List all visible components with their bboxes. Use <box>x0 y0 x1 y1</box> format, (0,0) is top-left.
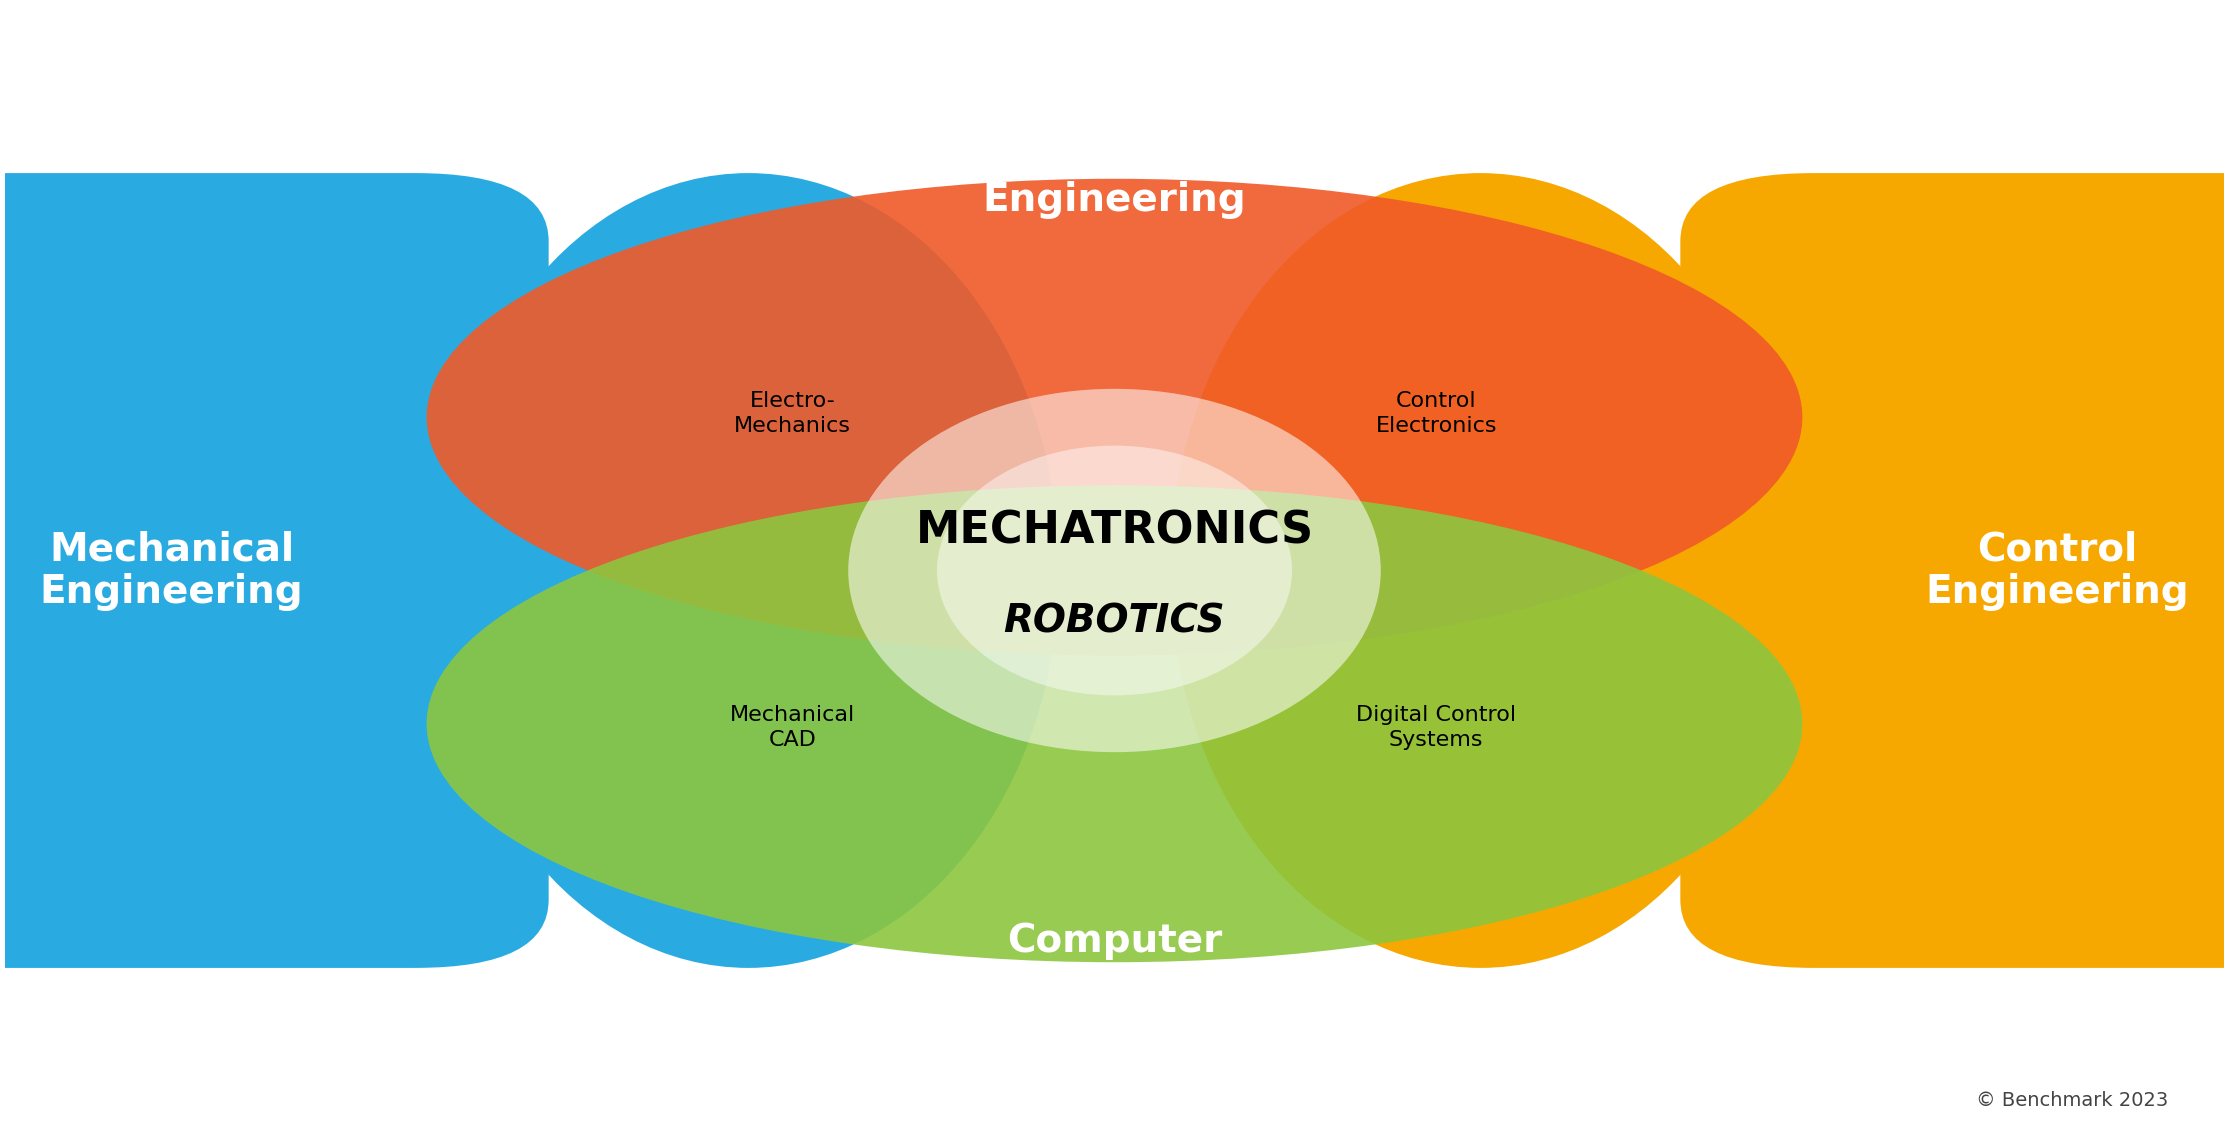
Text: Control
Engineering: Control Engineering <box>1926 531 2189 610</box>
Text: © Benchmark 2023: © Benchmark 2023 <box>1977 1091 2169 1110</box>
Ellipse shape <box>849 389 1380 752</box>
Ellipse shape <box>437 173 1059 968</box>
Ellipse shape <box>936 446 1293 695</box>
Text: Control
Electronics: Control Electronics <box>1375 391 1498 436</box>
Text: Computer
Engineering: Computer Engineering <box>983 922 1246 1003</box>
Ellipse shape <box>426 179 1803 656</box>
Ellipse shape <box>1170 173 1792 968</box>
Ellipse shape <box>426 485 1803 962</box>
FancyBboxPatch shape <box>0 173 548 968</box>
Text: Mechanical
Engineering: Mechanical Engineering <box>40 531 303 610</box>
Text: Electro-
Mechanics: Electro- Mechanics <box>733 391 851 436</box>
Text: Digital Control
Systems: Digital Control Systems <box>1355 705 1516 750</box>
Text: Mechanical
CAD: Mechanical CAD <box>731 705 856 750</box>
Text: ROBOTICS: ROBOTICS <box>1003 602 1226 640</box>
Text: Electrical
Engineering: Electrical Engineering <box>983 138 1246 219</box>
Text: MECHATRONICS: MECHATRONICS <box>916 509 1313 552</box>
FancyBboxPatch shape <box>1681 173 2229 968</box>
